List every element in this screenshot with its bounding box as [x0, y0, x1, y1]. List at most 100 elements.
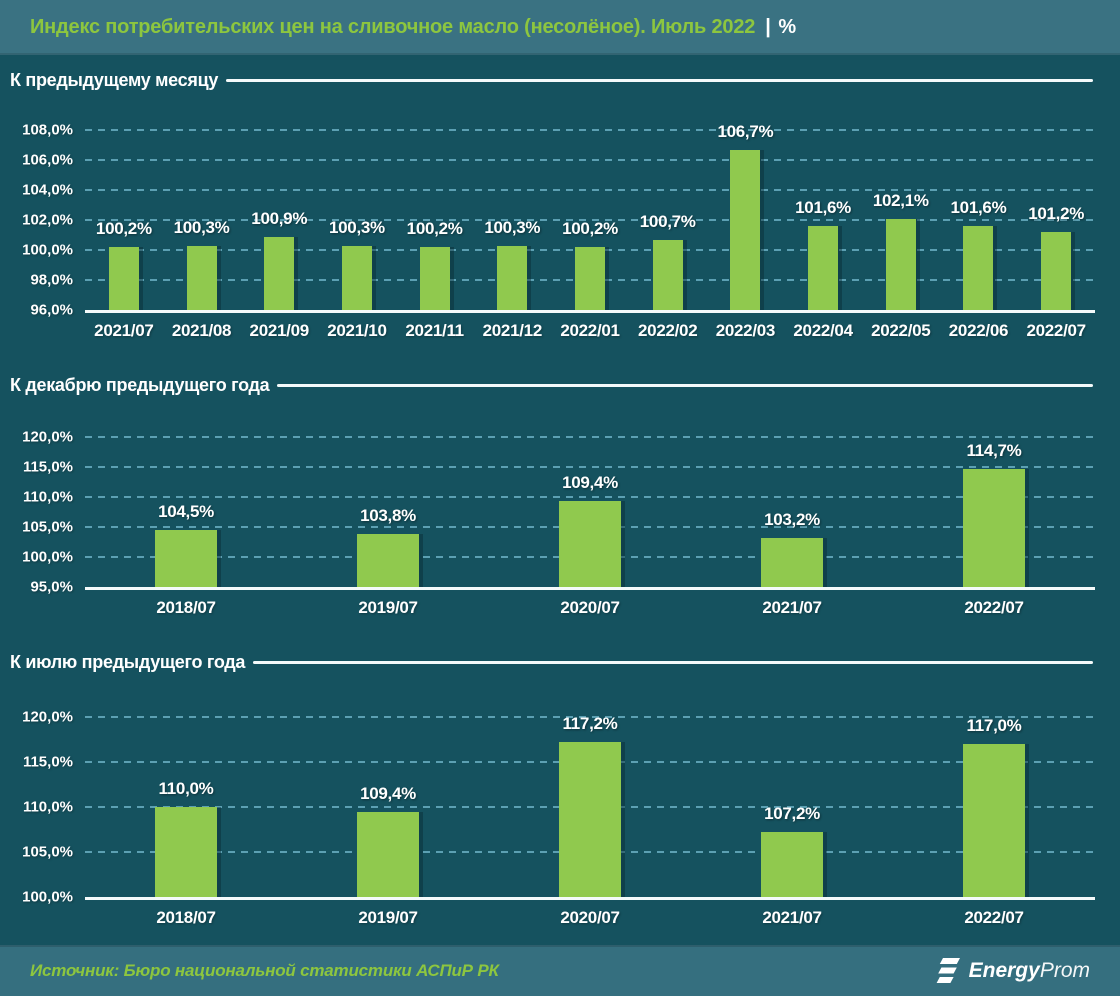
section-rule-line	[253, 660, 1093, 664]
x-axis: 2021/07 2021/08 2021/09 2021/10 2021/11 2021/…	[85, 319, 1095, 345]
x-tick-label: 2021/08	[171, 321, 232, 340]
x-tick-label: 2021/12	[482, 321, 543, 340]
bar-value-label: 109,4%	[360, 784, 416, 804]
section-header: К предыдущему месяцу	[0, 68, 1120, 92]
bar	[1041, 232, 1072, 310]
bar	[419, 247, 450, 310]
bar-value-label: 117,0%	[966, 716, 1022, 735]
gridline	[85, 716, 1095, 718]
bar-value-label: 103,2%	[764, 509, 820, 529]
bar-value-label: 103,8%	[360, 506, 416, 526]
bar	[808, 226, 839, 310]
section-title: К декабрю предыдущего года	[10, 374, 270, 395]
x-tick-label: 2019/07	[358, 908, 418, 927]
x-tick-label: 2020/07	[560, 908, 620, 927]
y-tick-label: 96,0%	[30, 301, 73, 319]
plot-area: 100,2% 100,3% 100,9% 100,3% 100,2% 100,3% 100,…	[85, 122, 1095, 313]
x-tick-label: 2021/11	[405, 321, 464, 340]
x-tick-label: 2018/07	[156, 598, 216, 617]
section-header: К июлю предыдущего года	[0, 650, 1120, 674]
bar-value-label: 101,6%	[795, 198, 851, 217]
bar-value-label: 100,3%	[173, 217, 230, 237]
section-title: К предыдущему месяцу	[10, 69, 219, 90]
bar	[357, 812, 419, 897]
y-tick-label: 104,0%	[22, 181, 73, 199]
bar-value-label: 100,3%	[328, 217, 385, 237]
bar-value-label: 106,7%	[717, 121, 774, 141]
y-tick-label: 115,0%	[22, 753, 73, 771]
bar	[186, 245, 217, 310]
y-tick-label: 108,0%	[22, 121, 73, 139]
bar	[108, 247, 139, 310]
bar	[559, 500, 621, 587]
bar-value-label: 100,2%	[95, 219, 152, 238]
x-tick-label: 2019/07	[358, 598, 418, 617]
y-tick-label: 102,0%	[22, 211, 73, 229]
logo-text-bold: Energy	[968, 958, 1040, 982]
y-tick-label: 120,0%	[22, 428, 73, 446]
bar-value-label: 100,2%	[562, 219, 618, 238]
chart-section-month-over-month: К предыдущему месяцу 108,0% 106,0% 104,0% 1…	[0, 68, 1120, 345]
bar	[761, 832, 823, 897]
bar	[155, 530, 217, 587]
bar	[341, 245, 372, 310]
bar	[761, 537, 823, 587]
y-tick-label: 110,0%	[22, 488, 73, 506]
gridline	[85, 496, 1095, 498]
x-tick-label: 2022/02	[638, 321, 698, 340]
x-tick-label: 2020/07	[560, 598, 620, 617]
y-tick-label: 105,0%	[22, 518, 73, 536]
bar-value-label: 104,5%	[158, 502, 214, 521]
bar	[155, 807, 217, 897]
plot-area: 104,5% 103,8% 109,4% 103,2% 114,7%	[85, 436, 1095, 590]
y-axis: 108,0% 106,0% 104,0% 102,0% 100,0% 98,0% 96,0%	[0, 122, 85, 319]
gridline	[85, 159, 1095, 161]
x-tick-label: 2021/07	[762, 598, 822, 617]
bar-value-label: 101,2%	[1028, 204, 1085, 224]
page-title-unit: | %	[765, 16, 798, 38]
y-tick-label: 110,0%	[22, 798, 73, 816]
x-tick-label: 2022/07	[1026, 321, 1086, 340]
bar-value-label: 101,6%	[950, 198, 1007, 217]
x-tick-label: 2022/05	[871, 321, 931, 340]
y-tick-label: 100,0%	[22, 241, 73, 259]
bar-value-label: 109,4%	[562, 472, 618, 492]
bar-value-label: 117,2%	[562, 714, 618, 734]
y-tick-label: 120,0%	[22, 708, 73, 726]
gridline	[85, 436, 1095, 438]
bar-value-label: 100,2%	[406, 219, 463, 238]
page-title: Индекс потребительских цен на сливочное …	[30, 16, 756, 38]
logo-text-regular: Prom	[1039, 958, 1090, 982]
bar-chart: 120,0% 115,0% 110,0% 105,0% 100,0% 110,0% 109…	[0, 709, 1120, 906]
gridline	[85, 129, 1095, 131]
x-tick-label: 2022/07	[964, 908, 1024, 927]
y-tick-label: 95,0%	[30, 578, 73, 596]
x-tick-label: 2021/09	[249, 321, 310, 340]
section-header: К декабрю предыдущего года	[0, 373, 1120, 397]
section-rule-line	[226, 78, 1093, 82]
section-title: К июлю предыдущего года	[10, 651, 246, 672]
x-tick-label: 2021/07	[94, 321, 154, 340]
chart-section-vs-december: К декабрю предыдущего года 120,0% 115,0% 1…	[0, 373, 1120, 622]
bar	[559, 742, 621, 897]
y-tick-label: 98,0%	[30, 271, 73, 289]
x-tick-label: 2022/07	[964, 598, 1024, 617]
y-tick-label: 115,0%	[22, 458, 73, 476]
y-tick-label: 100,0%	[22, 888, 73, 906]
plot-area: 110,0% 109,4% 117,2% 107,2% 117,0%	[85, 714, 1095, 900]
gridline	[85, 466, 1095, 468]
bar-value-label: 114,7%	[966, 440, 1022, 460]
x-tick-label: 2018/07	[156, 908, 216, 927]
title-bar: Индекс потребительских цен на сливочное …	[0, 0, 1120, 55]
bar	[963, 744, 1025, 897]
section-rule-line	[277, 383, 1093, 387]
x-tick-label: 2022/03	[715, 321, 776, 340]
bar	[575, 247, 605, 310]
bar	[652, 239, 683, 310]
bar-value-label: 107,2%	[764, 804, 820, 824]
bar-value-label: 100,7%	[639, 211, 696, 231]
bar	[963, 226, 994, 310]
bar	[730, 149, 761, 310]
bar-value-label: 102,1%	[872, 190, 929, 210]
energyprom-logo-icon	[936, 957, 960, 983]
